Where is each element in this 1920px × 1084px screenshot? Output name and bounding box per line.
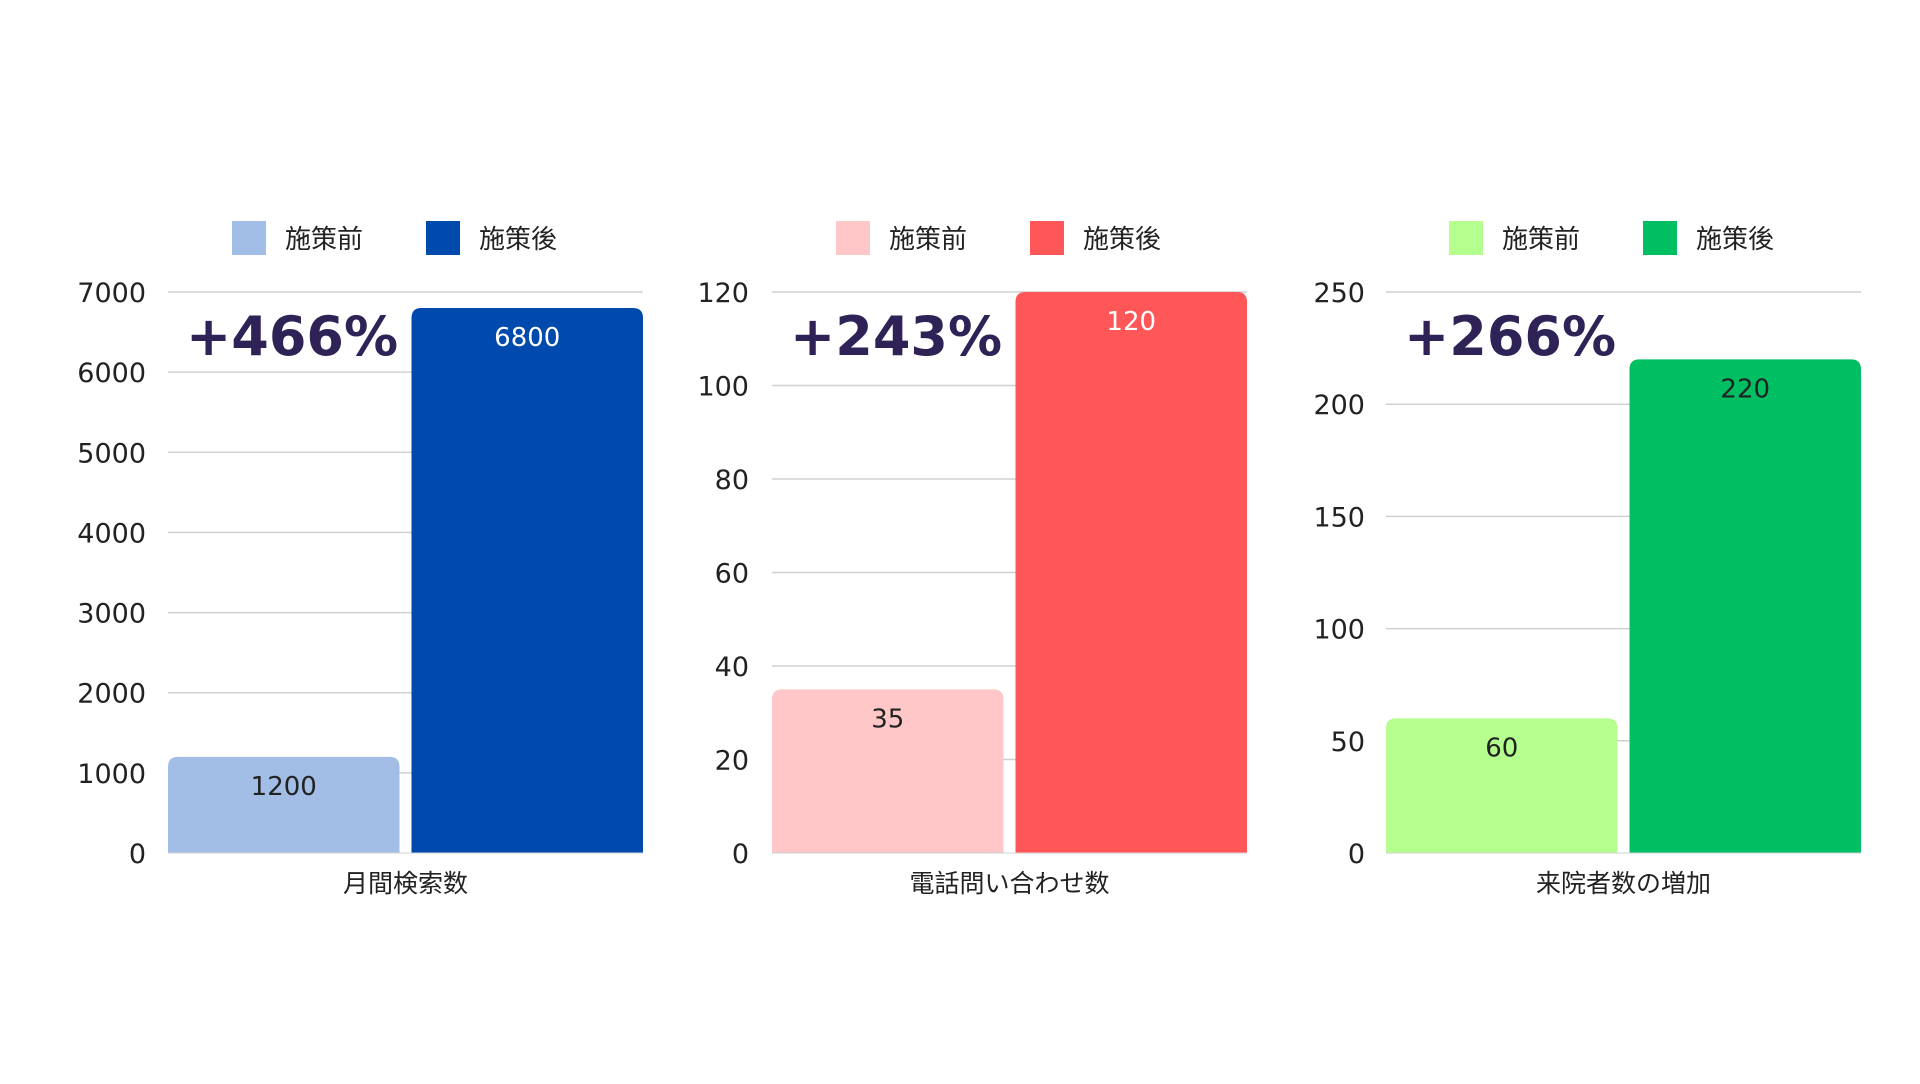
y-tick-label: 0 [1348,839,1365,870]
data-label: 6800 [494,323,560,353]
legend-label: 施策前 [889,225,967,255]
y-tick-label: 150 [1313,502,1365,533]
legend-swatch [1449,221,1483,255]
x-category-label: 電話問い合わせ数 [909,869,1109,898]
y-tick-label: 100 [697,372,749,403]
y-tick-label: 40 [715,652,749,683]
x-category-label: 来院者数の増加 [1536,869,1711,898]
y-tick-label: 120 [697,278,749,309]
increase-annotation: +466% [186,305,398,368]
y-tick-label: 3000 [77,599,146,630]
y-tick-label: 20 [715,746,749,777]
y-tick-label: 1000 [77,759,146,790]
data-label: 1200 [251,772,317,802]
legend-swatch [836,221,870,255]
y-tick-label: 0 [732,839,749,870]
legend-swatch [232,221,266,255]
legend-label: 施策後 [479,225,557,255]
y-tick-label: 5000 [77,438,146,469]
data-label: 220 [1720,374,1770,404]
y-tick-label: 60 [715,559,749,590]
legend-label: 施策後 [1083,225,1161,255]
y-tick-label: 200 [1313,390,1365,421]
bar-before [1386,718,1618,853]
y-tick-label: 50 [1331,727,1365,758]
data-label: 35 [871,704,904,734]
legend-swatch [1643,221,1677,255]
increase-annotation: +243% [790,305,1002,368]
y-tick-label: 100 [1313,615,1365,646]
y-tick-label: 250 [1313,278,1365,309]
bar-before [168,756,400,853]
y-tick-label: 7000 [77,278,146,309]
legend-swatch [426,221,460,255]
bar-before [772,689,1004,853]
bar-after [1015,292,1247,853]
data-label: 60 [1485,733,1518,763]
bar-after [411,308,643,853]
y-tick-label: 4000 [77,518,146,549]
legend-swatch [1030,221,1064,255]
x-category-label: 月間検索数 [343,869,468,898]
y-tick-label: 2000 [77,679,146,710]
y-tick-label: 0 [129,839,146,870]
legend-label: 施策前 [1502,225,1580,255]
data-label: 120 [1106,307,1156,337]
legend-label: 施策後 [1696,225,1774,255]
y-tick-label: 80 [715,465,749,496]
legend-label: 施策前 [285,225,363,255]
bar-after [1629,359,1861,853]
y-tick-label: 6000 [77,358,146,389]
increase-annotation: +266% [1404,305,1616,368]
